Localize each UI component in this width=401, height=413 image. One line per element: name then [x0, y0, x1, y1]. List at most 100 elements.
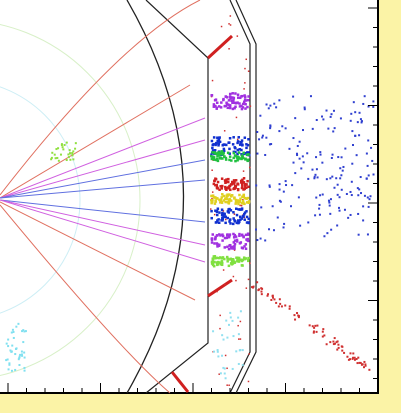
- hit: [241, 205, 243, 207]
- hit: [247, 99, 250, 102]
- hit: [321, 162, 323, 164]
- hit: [243, 177, 246, 180]
- hit: [296, 153, 298, 155]
- hit: [268, 228, 270, 230]
- hit: [316, 325, 318, 327]
- hit: [334, 337, 336, 339]
- hit: [275, 106, 277, 108]
- hit: [244, 98, 247, 101]
- hit: [310, 95, 312, 97]
- hit: [24, 370, 26, 372]
- hit: [226, 257, 229, 260]
- hit: [237, 188, 240, 191]
- hit: [246, 180, 249, 183]
- hit: [360, 176, 362, 178]
- hit: [366, 153, 368, 155]
- hit: [226, 237, 229, 240]
- hit: [224, 130, 226, 132]
- hit: [298, 316, 300, 318]
- hit: [364, 363, 366, 365]
- hit: [226, 234, 229, 237]
- hit: [275, 302, 277, 304]
- hit: [241, 139, 244, 142]
- hit: [241, 246, 244, 249]
- hit: [366, 178, 368, 180]
- hit: [337, 194, 339, 196]
- hit: [8, 368, 10, 370]
- hit: [260, 291, 262, 293]
- hit: [322, 194, 324, 196]
- hit: [219, 315, 221, 317]
- hit: [234, 106, 237, 109]
- hit: [18, 364, 20, 366]
- hit: [233, 219, 236, 222]
- hit: [62, 148, 64, 150]
- hit: [227, 178, 230, 181]
- hit: [225, 219, 227, 221]
- hit: [256, 153, 258, 155]
- hit: [232, 108, 235, 111]
- hit: [356, 154, 358, 156]
- hit: [218, 139, 221, 142]
- hit: [15, 348, 17, 350]
- hit: [224, 186, 227, 189]
- hit: [232, 223, 235, 226]
- hit: [231, 92, 234, 95]
- hit: [328, 202, 330, 204]
- hit: [211, 233, 214, 236]
- hit: [246, 287, 248, 289]
- hit: [247, 218, 250, 221]
- hit: [247, 238, 250, 241]
- hit: [358, 234, 360, 236]
- hit: [210, 217, 213, 220]
- hit: [247, 233, 250, 236]
- hit: [360, 192, 362, 194]
- hit: [217, 349, 219, 351]
- hit: [211, 169, 213, 171]
- hit: [218, 153, 221, 156]
- hit: [14, 353, 16, 355]
- hit: [323, 334, 325, 336]
- hit: [11, 345, 13, 347]
- hit: [19, 354, 21, 356]
- hit: [68, 156, 70, 158]
- hit: [74, 148, 76, 150]
- hit: [233, 261, 236, 264]
- hit: [230, 96, 233, 99]
- hit: [242, 215, 245, 218]
- hit: [57, 147, 59, 149]
- hit: [218, 373, 220, 375]
- hit: [371, 160, 373, 162]
- hit: [227, 104, 230, 107]
- hit: [69, 152, 71, 154]
- hit: [238, 338, 240, 340]
- hit: [334, 127, 336, 129]
- hit: [228, 201, 231, 204]
- hit: [316, 119, 318, 121]
- hit: [264, 154, 266, 156]
- hit: [234, 160, 237, 163]
- hit: [11, 332, 13, 334]
- hit: [342, 170, 344, 172]
- hit: [7, 339, 9, 341]
- hit: [213, 255, 216, 258]
- hit: [229, 244, 232, 247]
- hit: [226, 337, 228, 339]
- hit: [273, 229, 275, 231]
- hit: [246, 201, 249, 204]
- hit: [228, 148, 231, 151]
- hit: [13, 331, 15, 333]
- hit: [269, 105, 271, 107]
- hit: [322, 118, 324, 120]
- hit: [333, 187, 335, 189]
- hit: [241, 264, 244, 267]
- hit: [241, 208, 244, 211]
- hit: [235, 257, 238, 260]
- hit: [232, 233, 235, 236]
- hit: [326, 110, 328, 112]
- hit: [221, 196, 224, 199]
- hit: [362, 205, 364, 207]
- hit: [252, 287, 254, 289]
- hit: [8, 362, 10, 364]
- hit: [337, 184, 339, 186]
